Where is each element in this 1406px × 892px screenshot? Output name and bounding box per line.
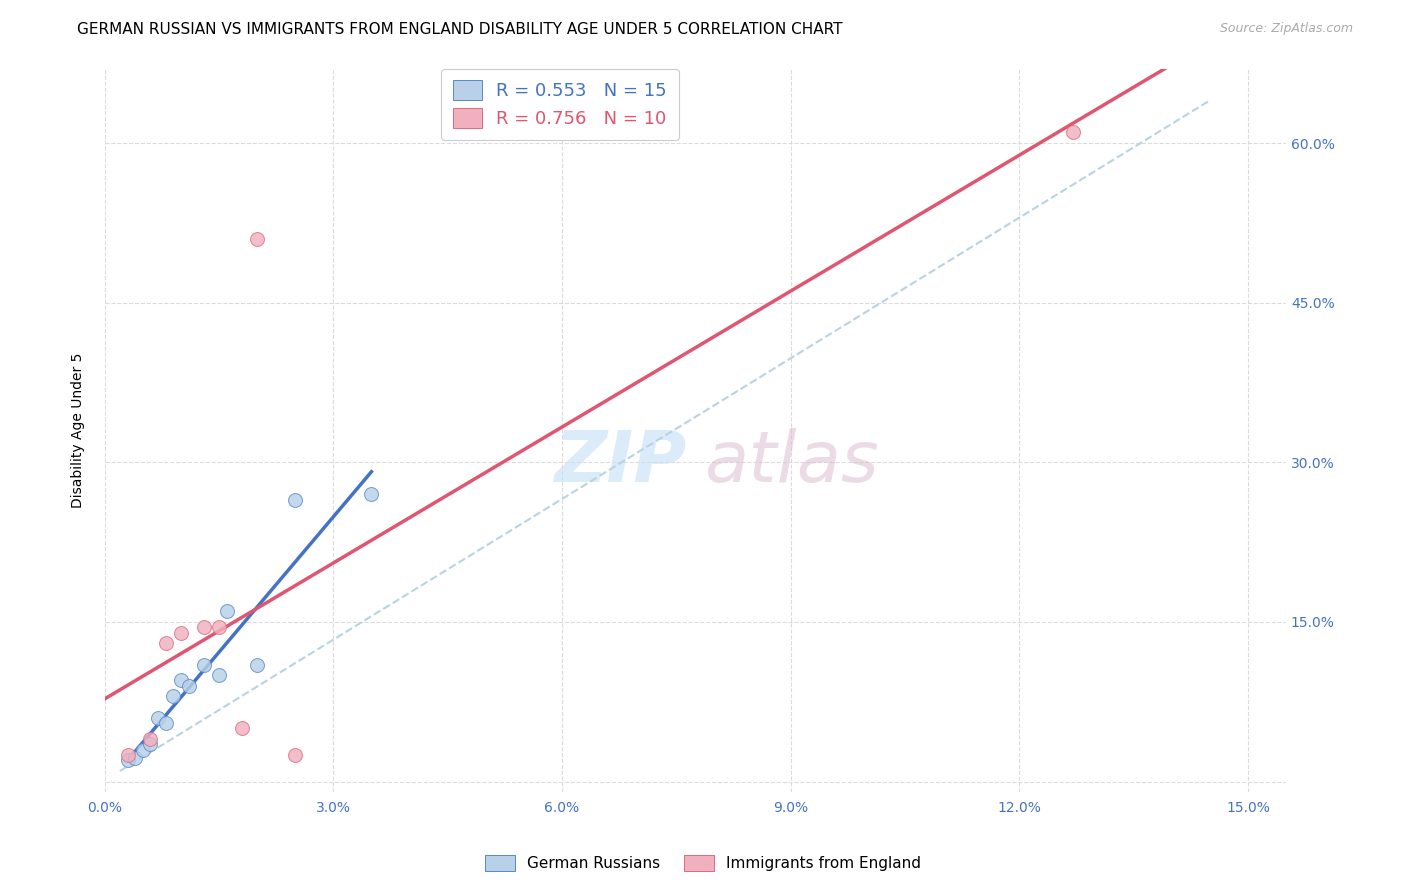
Point bbox=[162, 690, 184, 704]
Point bbox=[177, 679, 200, 693]
Point bbox=[170, 625, 193, 640]
Point bbox=[360, 487, 382, 501]
Point bbox=[1062, 125, 1084, 139]
Point bbox=[193, 620, 215, 634]
Point bbox=[139, 737, 162, 751]
Text: GERMAN RUSSIAN VS IMMIGRANTS FROM ENGLAND DISABILITY AGE UNDER 5 CORRELATION CHA: GERMAN RUSSIAN VS IMMIGRANTS FROM ENGLAN… bbox=[77, 22, 842, 37]
Legend: German Russians, Immigrants from England: German Russians, Immigrants from England bbox=[478, 849, 928, 877]
Point bbox=[215, 604, 238, 618]
Point bbox=[208, 668, 231, 682]
Point bbox=[124, 751, 146, 765]
Text: ZIP: ZIP bbox=[555, 428, 688, 498]
Point bbox=[246, 232, 269, 246]
Point bbox=[139, 731, 162, 746]
Point bbox=[155, 636, 177, 650]
Point bbox=[132, 742, 155, 756]
Text: atlas: atlas bbox=[703, 428, 879, 498]
Point bbox=[117, 753, 139, 767]
Point bbox=[208, 620, 231, 634]
Y-axis label: Disability Age Under 5: Disability Age Under 5 bbox=[72, 352, 86, 508]
Point bbox=[231, 722, 253, 736]
Point bbox=[170, 673, 193, 688]
Point bbox=[117, 747, 139, 762]
Text: Source: ZipAtlas.com: Source: ZipAtlas.com bbox=[1219, 22, 1353, 36]
Point bbox=[284, 492, 307, 507]
Point bbox=[146, 711, 169, 725]
Legend: R = 0.553   N = 15, R = 0.756   N = 10: R = 0.553 N = 15, R = 0.756 N = 10 bbox=[441, 69, 679, 140]
Point bbox=[246, 657, 269, 672]
Point bbox=[155, 716, 177, 731]
Point bbox=[284, 747, 307, 762]
Point bbox=[193, 657, 215, 672]
